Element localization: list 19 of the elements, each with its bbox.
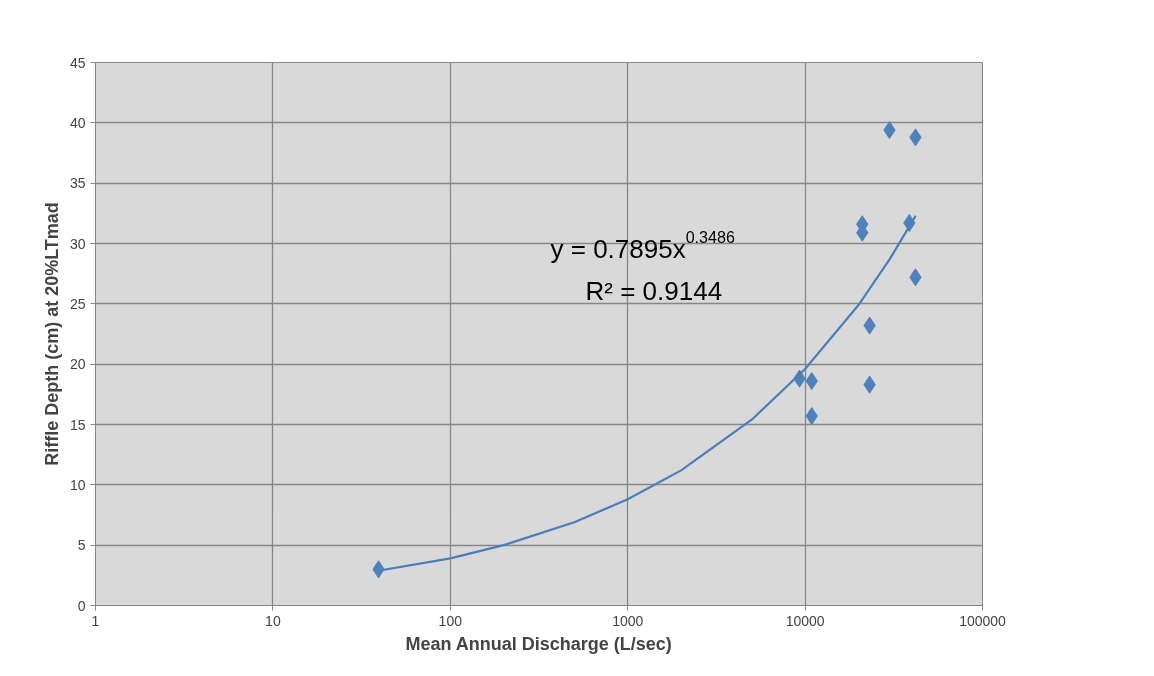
x-tick-label: 10000	[785, 612, 825, 629]
y-tick-label: 15	[69, 416, 86, 433]
y-tick-label: 10	[69, 476, 86, 493]
x-tick-label: 1	[91, 612, 100, 629]
x-tick-label: 10	[265, 612, 281, 629]
y-tick-label: 35	[69, 175, 86, 192]
x-axis-title: Mean Annual Discharge (L/sec)	[405, 633, 672, 654]
y-tick-label: 30	[69, 235, 86, 252]
y-tick-label: 40	[69, 114, 86, 131]
y-axis-title: Riffle Depth (cm) at 20%LTmad	[41, 202, 62, 466]
y-tick-label: 5	[77, 537, 86, 554]
x-tick-label: 100	[438, 612, 463, 629]
annotation: R² = 0.9144	[585, 275, 723, 306]
x-tick-label: 1000	[612, 612, 644, 629]
y-tick-label: 20	[69, 356, 86, 373]
y-tick-label: 45	[69, 54, 86, 71]
y-tick-label: 0	[77, 597, 86, 614]
x-tick-label: 100000	[959, 612, 1007, 629]
y-tick-label: 25	[69, 295, 86, 312]
